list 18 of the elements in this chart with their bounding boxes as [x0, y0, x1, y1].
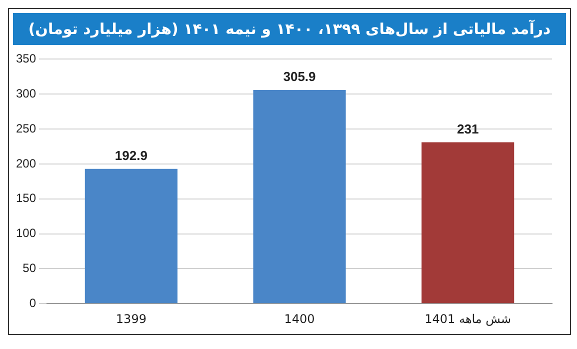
data-label: 231 [456, 121, 479, 136]
chart-title: درآمد مالیاتی از سال‌های ۱۳۹۹، ۱۴۰۰ و نیمه ۱۴۰۱ (هزار میلیارد تومان) [13, 13, 566, 45]
y-tick-label: 300 [16, 86, 36, 100]
x-tick-label: شش ماهه 1401 [424, 312, 512, 326]
y-tick-label: 250 [16, 121, 36, 136]
bar [422, 142, 514, 304]
y-tick-label: 350 [16, 52, 36, 66]
y-tick-label: 0 [29, 296, 36, 310]
x-tick-label: 1400 [284, 312, 315, 326]
x-tick-label: 1399 [116, 312, 146, 326]
bar [84, 168, 178, 304]
data-label: 305.9 [283, 69, 316, 84]
y-tick-label: 100 [16, 226, 36, 240]
data-label: 192.9 [114, 148, 148, 163]
y-tick-label: 50 [22, 261, 36, 275]
y-tick-label: 150 [16, 191, 36, 206]
bar [253, 90, 346, 304]
y-tick-label: 200 [16, 156, 36, 170]
